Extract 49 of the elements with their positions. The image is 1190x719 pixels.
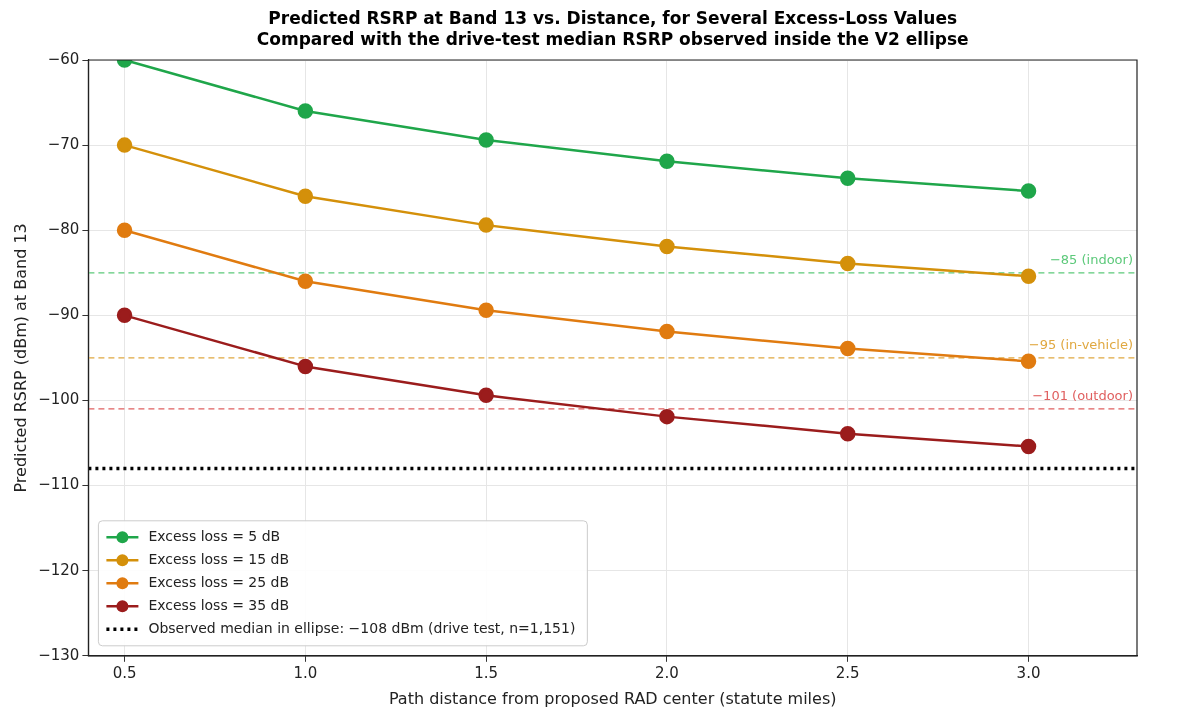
point	[659, 238, 675, 255]
y-tick-label: −100	[38, 390, 80, 409]
point	[839, 425, 856, 442]
point	[116, 222, 133, 238]
x-tick-label: 2.0	[655, 663, 679, 682]
legend-label: Excess loss = 25 dB	[148, 573, 290, 590]
y-tick-label: −120	[38, 560, 80, 579]
point	[297, 273, 314, 290]
y-tick-label: −80	[47, 220, 80, 239]
ref-line-label: −101 (outdoor)	[1032, 387, 1133, 403]
x-axis-title: Path distance from proposed RAD center (statute miles)	[388, 688, 837, 708]
legend-label: Excess loss = 15 dB	[148, 550, 290, 567]
point	[839, 340, 856, 357]
point	[297, 103, 314, 119]
legend-label: Excess loss = 5 dB	[148, 527, 281, 544]
x-tick-label: 0.5	[112, 663, 137, 682]
point	[659, 153, 675, 170]
point	[478, 132, 494, 148]
ref-line-label: −95 (in-vehicle)	[1028, 336, 1133, 352]
point	[297, 358, 314, 375]
y-tick-label: −70	[47, 135, 80, 153]
legend-label: Excess loss = 35 dB	[148, 596, 290, 613]
point	[478, 217, 494, 233]
y-tick-label: −130	[38, 645, 80, 664]
legend-label: Observed median in ellipse: −108 dBm (drive test, n=1,151)	[148, 619, 576, 636]
point	[1020, 438, 1037, 455]
point	[116, 307, 133, 324]
x-tick-label: 1.5	[474, 663, 499, 682]
x-tick-label: 1.0	[293, 663, 318, 682]
point	[478, 387, 494, 404]
point	[116, 137, 133, 153]
y-tick-label: −60	[47, 49, 80, 68]
point	[839, 170, 856, 187]
ref-line-label: −85 (indoor)	[1049, 251, 1133, 267]
point	[1020, 183, 1037, 199]
point	[478, 302, 494, 318]
chart-title: Predicted RSRP at Band 13 vs. Distance, for Several Excess-Loss Values	[268, 8, 958, 28]
point	[1020, 353, 1037, 370]
chart-subtitle: Compared with the drive-test median RSRP observed inside the V2 ellipse	[256, 29, 969, 49]
x-tick-label: 2.5	[835, 663, 860, 682]
point	[839, 255, 856, 272]
x-tick-label: 3.0	[1016, 663, 1041, 682]
y-axis-title: Predicted RSRP (dBm) at Band 13	[10, 223, 30, 493]
y-tick-label: −90	[47, 305, 80, 324]
point	[659, 408, 675, 425]
y-tick-label: −110	[38, 475, 80, 494]
point	[297, 188, 314, 204]
point	[659, 323, 675, 340]
point	[1020, 268, 1037, 284]
